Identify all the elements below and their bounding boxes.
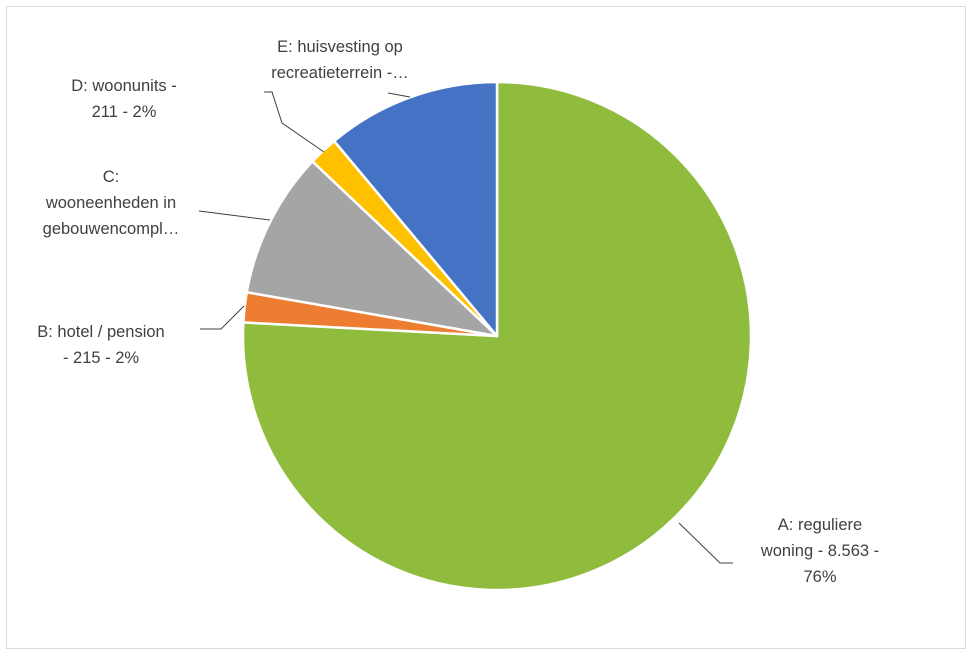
- slice-e: [332, 80, 499, 338]
- data-label-line: C:: [103, 168, 120, 186]
- data-label-line: 211 - 2%: [92, 103, 157, 121]
- data-labels: A: reguliere woning - 8.563 - 76% B: hotel …: [37, 38, 879, 586]
- data-label-line: A: reguliere: [778, 516, 862, 534]
- data-label: D: woonunits - 211 - 2%: [71, 77, 176, 121]
- data-label-line: B: hotel / pension: [37, 323, 165, 341]
- data-label-line: - 215 - 2%: [63, 349, 139, 367]
- data-label: C: wooneenheden in gebouwencompl…: [43, 168, 180, 238]
- data-label-line: D: woonunits -: [71, 77, 176, 95]
- data-label-line: wooneenheden in: [45, 194, 176, 212]
- data-label-line: E: huisvesting op: [277, 38, 403, 56]
- data-label: B: hotel / pension - 215 - 2%: [37, 323, 165, 367]
- leader-lines: [198, 91, 733, 564]
- pie-slices: [241, 80, 753, 592]
- data-label-line: 76%: [803, 568, 836, 586]
- slice-c: [245, 160, 499, 338]
- data-label-line: recreatieterrein -…: [271, 64, 409, 82]
- leader-line: [678, 522, 733, 564]
- data-label: E: huisvesting op recreatieterrein -…: [271, 38, 409, 82]
- data-label-line: woning - 8.563 -: [760, 542, 879, 560]
- leader-line: [200, 305, 245, 330]
- leader-line: [264, 91, 325, 153]
- slice-a: [241, 80, 753, 592]
- leader-line: [198, 210, 271, 221]
- data-label-line: gebouwencompl…: [43, 220, 180, 238]
- data-label: A: reguliere woning - 8.563 - 76%: [760, 516, 879, 586]
- leader-line: [387, 92, 411, 98]
